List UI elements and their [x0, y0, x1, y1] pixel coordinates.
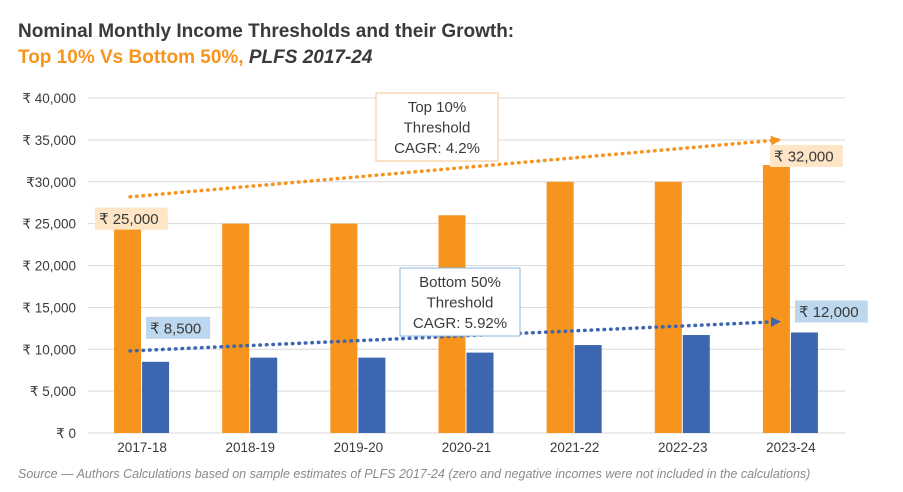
bar-top10 — [330, 223, 358, 433]
chart-subtitle: Top 10% Vs Bottom 50%, PLFS 2017-24 — [18, 46, 372, 70]
bar-bottom50 — [682, 335, 710, 433]
bar-top10 — [114, 223, 142, 433]
y-tick-label: ₹ 15,000 — [22, 300, 76, 315]
cagr-annotation-line: Threshold — [404, 120, 471, 137]
data-label: ₹ 32,000 — [774, 149, 834, 166]
trend-line-top10 — [128, 135, 781, 199]
y-tick-label: ₹ 0 — [56, 426, 76, 441]
cagr-annotation-line: Top 10% — [408, 99, 466, 116]
x-tick-label: 2023-24 — [766, 440, 816, 455]
cagr-annotation-box — [399, 267, 521, 337]
bar-bottom50 — [790, 332, 818, 433]
bar-bottom50 — [142, 361, 170, 433]
subtitle-italic: PLFS 2017-24 — [248, 47, 373, 68]
chart-title: Nominal Monthly Income Thresholds and th… — [18, 21, 515, 42]
source-note: Source — Authors Calculations based on s… — [18, 467, 811, 481]
bar-bottom50 — [358, 357, 386, 433]
x-tick-label: 2022-23 — [658, 440, 708, 455]
bar-top10 — [654, 181, 682, 433]
bar-bottom50 — [574, 345, 602, 433]
data-label-bg — [146, 316, 211, 339]
bar-bottom50 — [250, 357, 278, 433]
cagr-annotation-line: CAGR: 4.2% — [394, 140, 480, 157]
data-label: ₹ 8,500 — [150, 320, 201, 337]
bar-top10 — [546, 181, 574, 433]
data-label: ₹ 12,000 — [799, 304, 859, 321]
data-label-bg — [95, 207, 168, 230]
x-tick-label: 2017-18 — [117, 440, 167, 455]
cagr-annotation-line: CAGR: 5.92% — [413, 315, 507, 332]
data-label-bg — [795, 300, 868, 323]
bar-top10 — [222, 223, 250, 433]
y-tick-label: ₹ 20,000 — [22, 259, 76, 274]
bar-top10 — [762, 165, 790, 433]
bar-bottom50 — [466, 352, 494, 433]
x-tick-label: 2018-19 — [225, 440, 275, 455]
x-tick-label: 2020-21 — [442, 440, 492, 455]
x-tick-label: 2019-20 — [334, 440, 384, 455]
data-label-bg — [770, 145, 843, 167]
y-tick-label: ₹ 10,000 — [22, 342, 76, 357]
cagr-annotation-line: Bottom 50% — [419, 274, 501, 291]
y-tick-label: ₹ 35,000 — [22, 133, 76, 148]
cagr-annotation-line: Threshold — [427, 295, 494, 312]
y-tick-label: ₹30,000 — [26, 175, 76, 190]
cagr-annotation-box — [375, 92, 499, 162]
y-tick-label: ₹ 40,000 — [22, 91, 76, 106]
data-label: ₹ 25,000 — [99, 211, 159, 228]
x-tick-label: 2021-22 — [550, 440, 600, 455]
subtitle-main: Top 10% Vs Bottom 50%, — [18, 47, 249, 68]
y-tick-label: ₹ 5,000 — [30, 384, 76, 399]
y-tick-label: ₹ 25,000 — [22, 217, 76, 232]
